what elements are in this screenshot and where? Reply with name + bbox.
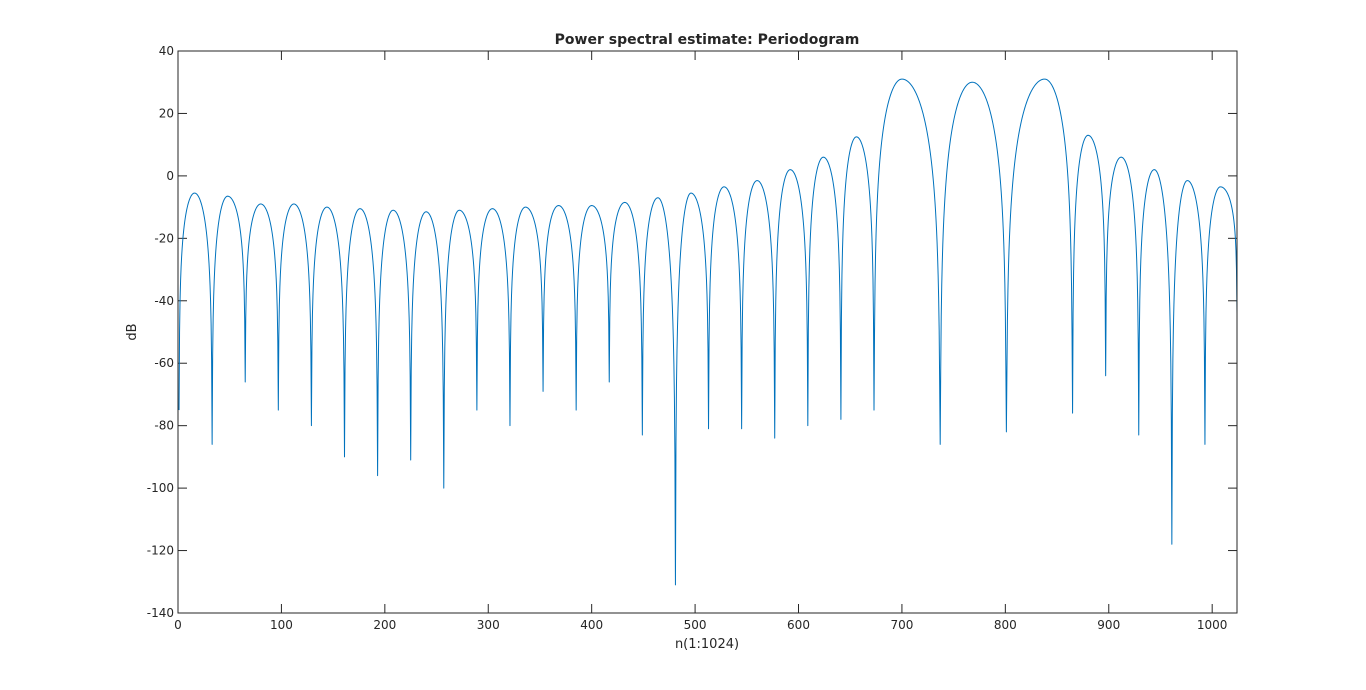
x-tick-label: 800 xyxy=(994,618,1017,632)
psd-series-line xyxy=(178,78,1238,586)
x-axis-label: n(1:1024) xyxy=(675,637,739,652)
y-tick-label: -140 xyxy=(147,606,174,620)
y-tick-label: -80 xyxy=(154,419,174,433)
y-tick-label: -120 xyxy=(147,544,174,558)
x-tick-label: 100 xyxy=(270,618,293,632)
plot-box xyxy=(177,50,1238,614)
y-tick-label: -20 xyxy=(154,231,174,245)
y-tick-label: -60 xyxy=(154,356,174,370)
x-tick-label: 200 xyxy=(373,618,396,632)
y-tick-label: -40 xyxy=(154,294,174,308)
y-axis-ticks: 40 20 0 -20 -40 -60 -80 -100 -120 -140 xyxy=(147,44,1237,620)
x-tick-label: 600 xyxy=(787,618,810,632)
x-tick-label: 700 xyxy=(890,618,913,632)
x-tick-label: 300 xyxy=(477,618,500,632)
chart-title: Power spectral estimate: Periodogram xyxy=(555,32,860,48)
y-tick-label: 40 xyxy=(159,44,174,58)
y-tick-label: 20 xyxy=(159,106,174,120)
x-tick-label: 900 xyxy=(1097,618,1120,632)
y-axis-label: dB xyxy=(125,323,140,340)
y-tick-label: -100 xyxy=(147,481,174,495)
y-tick-label: 0 xyxy=(166,169,174,183)
x-tick-label: 0 xyxy=(174,618,182,632)
x-tick-label: 500 xyxy=(684,618,707,632)
x-axis-ticks: 0 100 200 300 400 500 600 700 800 900 1000 xyxy=(174,51,1227,632)
x-tick-label: 400 xyxy=(580,618,603,632)
x-tick-label: 1000 xyxy=(1197,618,1228,632)
